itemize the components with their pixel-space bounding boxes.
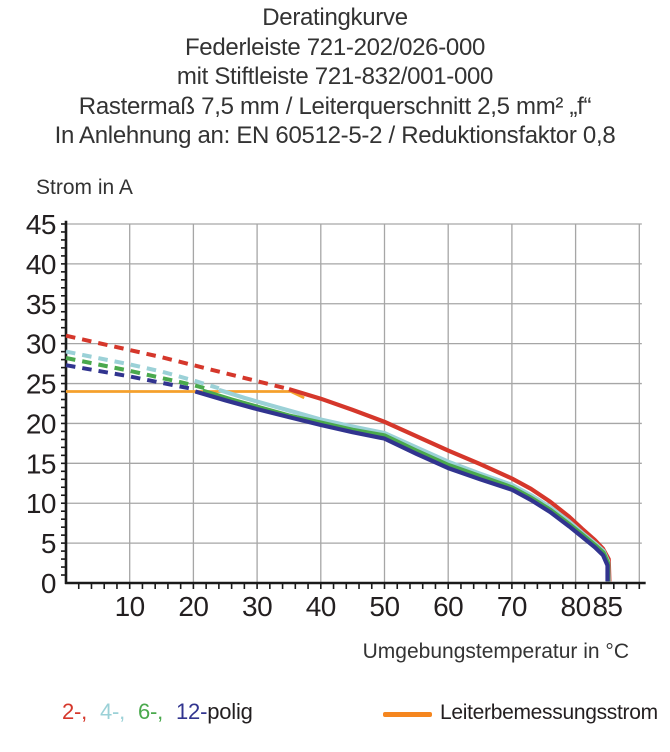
x-axis-label: Umgebungstemperatur in °C: [362, 640, 629, 663]
svg-text:40: 40: [306, 591, 336, 622]
title-line-1: Deratingkurve: [262, 4, 408, 31]
svg-text:35: 35: [26, 289, 56, 320]
svg-text:20: 20: [26, 408, 56, 439]
rated-current-legend-label: Leiterbemessungsstrom: [440, 701, 658, 724]
svg-text:45: 45: [26, 209, 56, 240]
svg-text:10: 10: [26, 488, 56, 519]
derating-chart-svg: 10 20 30 40 50 60 70 80 85 0 5 10 15 20 25 30 35 40 45: [26, 209, 646, 622]
svg-text:20: 20: [178, 591, 208, 622]
svg-text:5: 5: [41, 528, 56, 559]
legend-pole-suffix: polig: [207, 699, 253, 724]
legend-pole-4: 4-,: [100, 699, 126, 724]
svg-text:40: 40: [26, 249, 56, 280]
rated-current-line-swatch: [383, 712, 432, 717]
svg-text:30: 30: [242, 591, 272, 622]
chart-title-block: Deratingkurve Federleiste 721-202/026-00…: [0, 3, 670, 151]
legend-pole-2: 2-,: [62, 699, 88, 724]
svg-text:85: 85: [592, 591, 622, 622]
svg-text:80: 80: [561, 591, 591, 622]
svg-text:0: 0: [41, 568, 56, 599]
legend-pole-6: 6-,: [138, 699, 164, 724]
svg-text:15: 15: [26, 448, 56, 479]
svg-text:25: 25: [26, 369, 56, 400]
title-line-5: In Anlehnung an: EN 60512-5-2 / Reduktio…: [54, 122, 616, 149]
svg-text:70: 70: [497, 591, 527, 622]
legend-pole-12: 12-: [176, 699, 208, 724]
title-line-2: Federleiste 721-202/026-000: [184, 33, 486, 61]
svg-text:50: 50: [369, 591, 399, 622]
derating-chart: 10 20 30 40 50 60 70 80 85 0 5 10 15 20 25 30 35 40 45: [0, 190, 670, 650]
title-line-3: mit Stiftleiste 721-832/001-000: [176, 63, 494, 90]
title-line-4: Rastermaß 7,5 mm / Leiterquerschnitt 2,5…: [78, 92, 592, 120]
legend-pole-counts: 2-, 4-, 6-, 12-polig: [62, 699, 253, 725]
svg-text:10: 10: [115, 591, 145, 622]
svg-text:60: 60: [433, 591, 463, 622]
svg-text:30: 30: [26, 329, 56, 360]
y-axis-label: Strom in A: [36, 176, 133, 199]
